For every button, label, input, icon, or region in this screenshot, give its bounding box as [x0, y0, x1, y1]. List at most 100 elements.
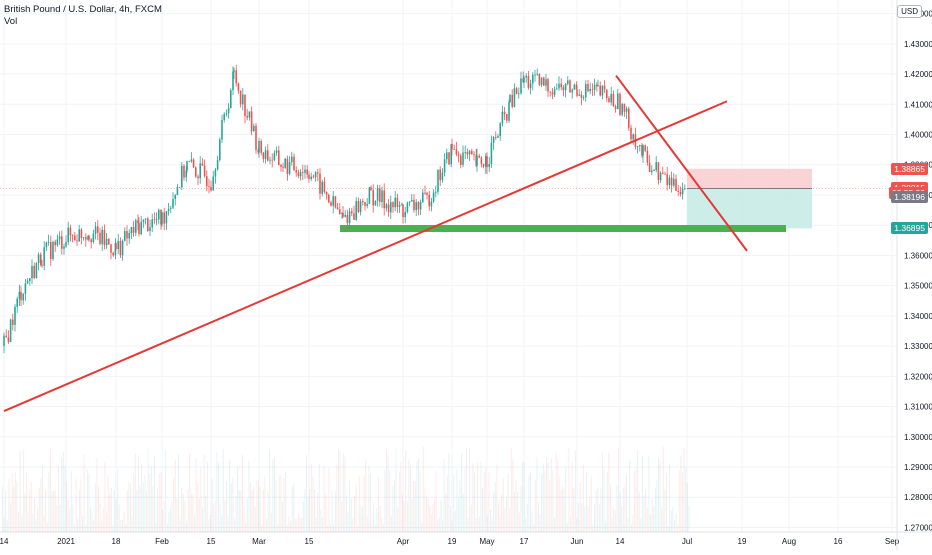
candle-body: [580, 94, 583, 99]
candle-body: [103, 229, 106, 246]
volume-bar: [544, 470, 546, 532]
candle-body: [527, 75, 530, 88]
volume-bar: [680, 455, 682, 532]
volume-bar: [366, 515, 368, 532]
candle-body: [94, 226, 97, 234]
volume-bar: [626, 474, 627, 532]
candle-body: [119, 240, 122, 256]
candle-body: [208, 186, 210, 188]
candle-body: [237, 83, 240, 91]
volume-bar: [122, 519, 123, 532]
x-tick-label: May: [479, 537, 494, 546]
volume-bar: [525, 518, 527, 532]
chart-header: British Pound / U.S. Dollar, 4h, FXCM Vo…: [4, 4, 162, 28]
candle-body: [258, 141, 260, 153]
candle-body: [52, 241, 54, 259]
volume-bar: [126, 490, 128, 532]
candle-body: [206, 176, 208, 187]
volume-bar: [243, 506, 245, 532]
volume-bar: [510, 448, 512, 532]
candle-body: [92, 233, 95, 243]
volume-bar: [688, 505, 690, 532]
candle-body: [97, 226, 99, 233]
volume-bar: [323, 465, 325, 532]
volume-bar: [334, 491, 336, 532]
volume-bar: [21, 516, 23, 532]
volume-bar: [448, 453, 450, 532]
candle-body: [610, 93, 612, 103]
volume-bar: [651, 498, 653, 532]
candle-body: [532, 74, 534, 84]
volume-bar: [218, 462, 219, 532]
candle-body: [417, 202, 420, 210]
volume-bar: [67, 500, 69, 532]
volume-bar: [362, 506, 363, 532]
candle-body: [529, 83, 532, 88]
volume-bar: [640, 517, 642, 532]
volume-bar: [522, 461, 523, 532]
volume-bar: [118, 504, 120, 532]
volume-bar: [310, 463, 312, 532]
candle-body: [212, 176, 214, 191]
volume-bar: [150, 465, 152, 532]
candle-body: [306, 169, 308, 175]
candle-body: [437, 169, 439, 192]
volume-bar: [675, 513, 677, 532]
candle-body: [439, 169, 441, 181]
candle-body: [632, 134, 634, 140]
candle-body: [295, 170, 297, 173]
candle-body: [216, 160, 219, 170]
volume-bar: [646, 507, 648, 532]
candle-body: [248, 111, 251, 118]
volume-bar: [270, 512, 272, 532]
x-tick-label: 18: [112, 537, 121, 546]
volume-bar: [610, 484, 611, 532]
candle-body: [334, 196, 337, 208]
x-tick-label: Jun: [571, 537, 584, 546]
volume-bar: [258, 479, 259, 532]
candle-body: [308, 174, 310, 179]
candle-body: [174, 195, 176, 200]
candle-body: [490, 142, 493, 165]
falling-trendline: [615, 74, 748, 252]
volume-bar: [632, 514, 634, 532]
volume-bar: [206, 461, 208, 532]
volume-bar: [290, 521, 291, 532]
candle-body: [271, 159, 273, 161]
volume-bar: [112, 525, 114, 532]
candle-body: [43, 247, 45, 266]
volume-bar: [528, 475, 530, 532]
candle-body: [558, 83, 560, 89]
volume-bar: [32, 513, 34, 532]
volume-bar: [246, 498, 248, 532]
volume-bar: [192, 494, 194, 532]
volume-bar: [194, 515, 195, 532]
candle-body: [76, 240, 78, 242]
currency-badge[interactable]: USD: [897, 5, 922, 18]
volume-bar: [677, 525, 679, 532]
candle-body: [492, 137, 495, 143]
volume-bar: [622, 487, 624, 532]
volume-bar: [27, 512, 29, 532]
volume-bar: [58, 466, 59, 532]
candle-body: [362, 201, 364, 202]
candle-body: [551, 92, 554, 95]
volume-bar: [597, 487, 599, 532]
candle-body: [556, 88, 558, 90]
volume-bar: [355, 484, 357, 532]
volume-bar: [134, 453, 136, 532]
volume-bar: [205, 495, 207, 532]
candle-body: [304, 169, 306, 173]
volume-bar: [635, 467, 637, 532]
volume-bar: [128, 482, 130, 532]
volume-bar: [461, 453, 463, 532]
volume-bar: [195, 457, 197, 532]
candle-body: [351, 211, 353, 214]
candle-body: [37, 254, 40, 264]
x-tick-label: Apr: [397, 537, 410, 546]
candle-body: [576, 89, 578, 96]
candle-body: [74, 235, 76, 241]
volume-bar: [237, 465, 239, 532]
